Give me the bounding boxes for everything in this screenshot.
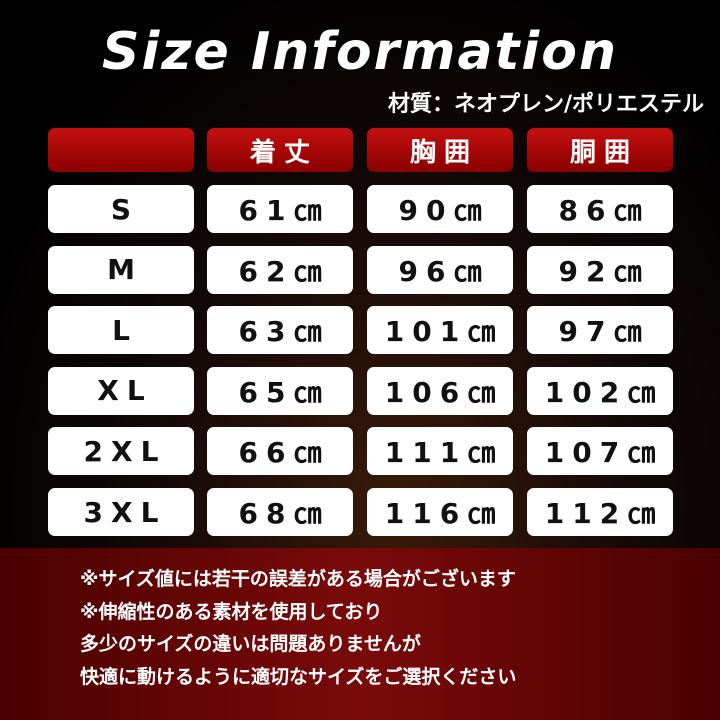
column-header: 胴囲: [527, 128, 673, 172]
size-value: 112㎝: [527, 488, 673, 536]
size-value: 90㎝: [367, 185, 513, 233]
size-value: 101㎝: [367, 306, 513, 355]
size-value: 111㎝: [367, 427, 513, 476]
size-value: 63㎝: [207, 306, 353, 355]
size-value: 107㎝: [527, 427, 673, 476]
size-label: S: [48, 185, 194, 233]
size-label: XL: [48, 366, 194, 415]
column-header: 胸囲: [367, 128, 513, 172]
size-label: M: [48, 245, 194, 294]
size-value: 62㎝: [207, 245, 353, 294]
size-value: 66㎝: [207, 427, 353, 476]
size-value: 65㎝: [207, 366, 353, 415]
size-value: 102㎝: [527, 366, 673, 415]
note-line: ※サイズ値には若干の誤差がある場合がございます: [80, 568, 516, 590]
title: Size Information: [102, 22, 618, 82]
size-value: 61㎝: [207, 185, 353, 233]
size-value: 92㎝: [527, 245, 673, 294]
size-value: 106㎝: [367, 366, 513, 415]
note-line: 快適に動けるように適切なサイズをご選択ください: [80, 665, 517, 688]
note-line: ※伸縮性のある素材を使用しており: [80, 600, 383, 623]
material: 材質：ネオプレン/ポリエステル: [387, 92, 704, 117]
size-label: 3XL: [48, 488, 194, 536]
size-value: 86㎝: [527, 185, 673, 233]
column-header: 着丈: [207, 128, 353, 172]
size-label: 2XL: [48, 427, 194, 476]
size-value: 68㎝: [207, 488, 353, 536]
size-value: 116㎝: [367, 488, 513, 536]
notes-panel: ※サイズ値には若干の誤差がある場合がございます ※伸縮性のある素材を使用しており多…: [0, 548, 720, 720]
header-blank: [48, 128, 194, 172]
size-value: 97㎝: [527, 306, 673, 355]
note-line: 多少のサイズの違いは問題ありませんが: [80, 633, 421, 655]
size-label: L: [48, 306, 194, 355]
size-value: 96㎝: [367, 245, 513, 294]
